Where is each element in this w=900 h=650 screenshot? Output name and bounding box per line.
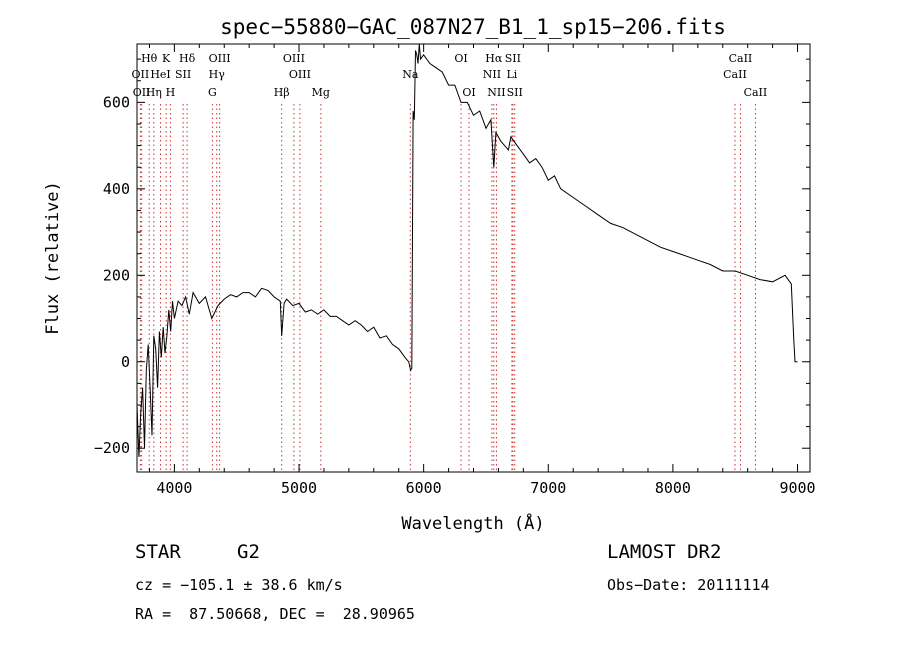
line-marker-label: CaII <box>723 68 747 81</box>
y-tick-label: 600 <box>103 93 130 111</box>
y-axis-label: Flux (relative) <box>43 181 63 335</box>
line-marker-label: K <box>162 52 171 65</box>
x-axis-label: Wavelength (Å) <box>401 512 544 534</box>
line-marker-label: OI <box>462 86 475 99</box>
line-marker-label: Hα <box>485 52 503 65</box>
x-axis: 4000 5000 6000 7000 8000 9000 <box>148 44 816 497</box>
line-marker-label: H <box>166 86 176 99</box>
line-marker-label: OIII <box>209 52 231 65</box>
line-marker-label: NII <box>483 68 501 81</box>
y-tick-label: 200 <box>103 266 130 284</box>
line-marker-label: Li <box>506 68 517 81</box>
line-marker-label: CaII <box>744 86 768 99</box>
plot-frame <box>136 43 811 473</box>
x-tick-label: 5000 <box>281 479 317 497</box>
line-marker-label: SII <box>505 52 521 65</box>
y-tick-label: −200 <box>94 439 130 457</box>
line-marker-label: Hγ <box>209 68 226 81</box>
survey-label: LAMOST DR2 <box>607 541 722 563</box>
line-marker-label: G <box>208 86 217 99</box>
line-marker-label: Hη <box>146 86 162 99</box>
y-tick-label: 0 <box>121 353 130 371</box>
line-marker-label: OII <box>133 86 151 99</box>
chart-title: spec−55880−GAC_087N27_B1_1_sp15−206.fits <box>220 15 726 39</box>
line-marker-label: Na <box>402 68 419 81</box>
line-marker-label: CaII <box>729 52 753 65</box>
line-marker-label: Mg <box>312 86 330 99</box>
obs-date-line: Obs−Date: 20111114 <box>607 576 770 594</box>
y-tick-label: 400 <box>103 180 130 198</box>
line-marker-label: HeI <box>150 68 170 81</box>
x-tick-label: 6000 <box>406 479 442 497</box>
x-tick-label: 9000 <box>779 479 815 497</box>
line-marker-label: Hθ <box>141 52 158 65</box>
subclass: G2 <box>237 541 260 563</box>
x-tick-label: 4000 <box>156 479 192 497</box>
line-marker-label: OII <box>132 68 150 81</box>
object-type: STAR <box>135 541 181 563</box>
y-axis: −200 0 200 400 600 <box>94 58 810 457</box>
line-marker-label: Hβ <box>274 86 290 99</box>
line-marker-label: Hδ <box>179 52 196 65</box>
coords-line: RA = 87.50668, DEC = 28.90965 <box>135 605 415 623</box>
x-tick-label: 8000 <box>655 479 691 497</box>
line-marker-label: SII <box>175 68 191 81</box>
spectrum-line <box>136 43 798 457</box>
line-marker-label: OIII <box>283 52 305 65</box>
line-marker-label: OIII <box>289 68 311 81</box>
line-marker-label: SII <box>507 86 523 99</box>
line-marker-label: OI <box>454 52 467 65</box>
line-marker-label: NII <box>487 86 505 99</box>
redshift-line: cz = −105.1 ± 38.6 km/s <box>135 576 343 594</box>
x-tick-label: 7000 <box>530 479 566 497</box>
